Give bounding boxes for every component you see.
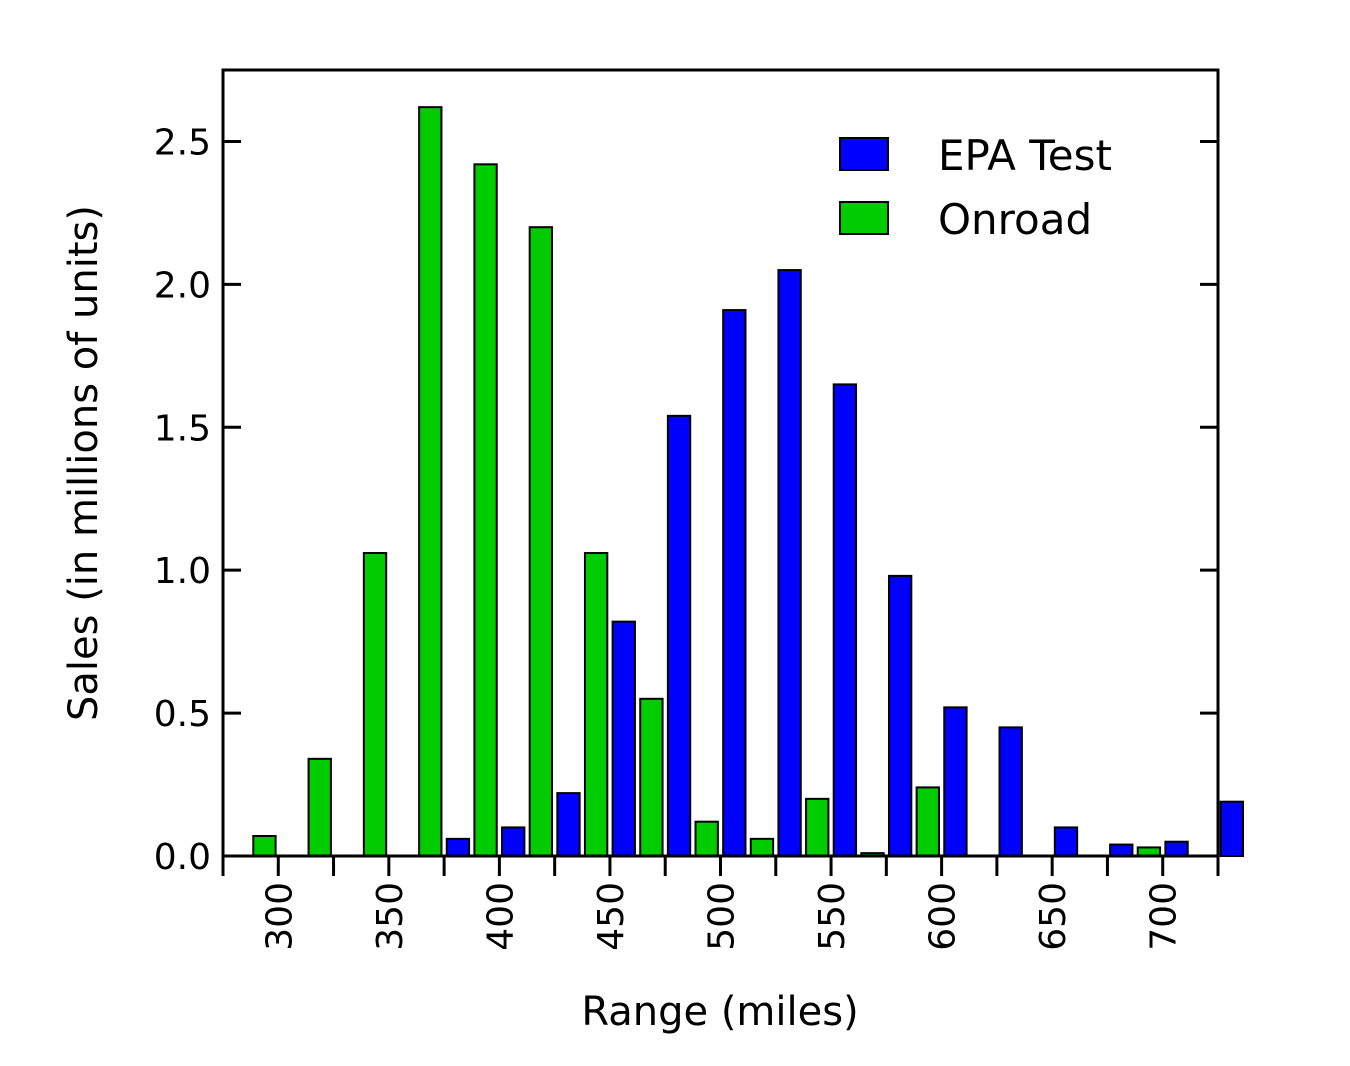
bar-epa-test-725 xyxy=(1219,800,1244,857)
x-tick-label: 500 xyxy=(702,882,743,951)
legend-label-onroad: Onroad xyxy=(938,195,1092,244)
bar-epa-test-675 xyxy=(1109,843,1134,857)
bar-onroad-550 xyxy=(805,797,830,857)
bar-onroad-500 xyxy=(694,820,719,858)
x-tick-label: 550 xyxy=(812,882,853,951)
legend: EPA Test Onroad xyxy=(839,131,1112,244)
bar-epa-test-400 xyxy=(501,826,526,857)
legend-swatch-epa-test xyxy=(839,137,889,171)
y-axis-title: Sales (in millions of units) xyxy=(61,205,107,721)
bar-onroad-300 xyxy=(252,834,277,858)
bar-epa-test-375 xyxy=(445,837,471,857)
bar-epa-test-700 xyxy=(1164,840,1189,858)
bar-epa-test-625 xyxy=(998,726,1023,858)
x-tick-label: 650 xyxy=(1033,882,1074,951)
bar-onroad-400 xyxy=(473,163,498,857)
y-tick-label: 0.5 xyxy=(154,694,211,735)
bar-epa-test-600 xyxy=(943,706,968,858)
bar-epa-test-425 xyxy=(556,792,581,857)
bar-epa-test-550 xyxy=(832,383,858,857)
bar-onroad-425 xyxy=(528,226,554,857)
y-tick-label: 1.5 xyxy=(154,408,211,449)
bar-onroad-325 xyxy=(307,757,332,858)
x-tick-label: 400 xyxy=(480,882,521,951)
bar-onroad-375 xyxy=(418,106,443,857)
axes-layer: 0.0 0.5 1.0 1.5 2.0 2.5 300 350 400 450 500 550 600 6… xyxy=(154,68,1220,951)
bar-epa-test-525 xyxy=(777,269,802,857)
bar-onroad-475 xyxy=(639,697,664,857)
bar-epa-test-650 xyxy=(1053,826,1079,857)
y-tick-label: 1.0 xyxy=(154,551,211,592)
x-tick-label: 700 xyxy=(1144,882,1185,951)
legend-label-epa-test: EPA Test xyxy=(938,131,1112,180)
bars-layer xyxy=(252,106,1244,858)
bar-epa-test-500 xyxy=(722,309,747,857)
x-tick-label: 300 xyxy=(259,882,300,951)
bar-epa-test-450 xyxy=(611,620,636,857)
legend-swatch-onroad xyxy=(839,201,889,235)
x-axis-title: Range (miles) xyxy=(581,989,858,1035)
bar-onroad-600 xyxy=(915,786,940,857)
x-tick-label: 450 xyxy=(591,882,632,951)
bar-onroad-450 xyxy=(583,552,609,857)
x-tick-label: 350 xyxy=(370,882,411,951)
bar-epa-test-575 xyxy=(887,574,913,857)
y-tick-label: 0.0 xyxy=(154,837,211,878)
bar-onroad-525 xyxy=(749,837,775,857)
x-tick-label: 600 xyxy=(923,882,964,951)
bar-onroad-350 xyxy=(362,552,388,857)
y-tick-label: 2.0 xyxy=(154,265,211,306)
y-tick-label: 2.5 xyxy=(154,122,211,163)
bar-epa-test-475 xyxy=(666,414,692,857)
